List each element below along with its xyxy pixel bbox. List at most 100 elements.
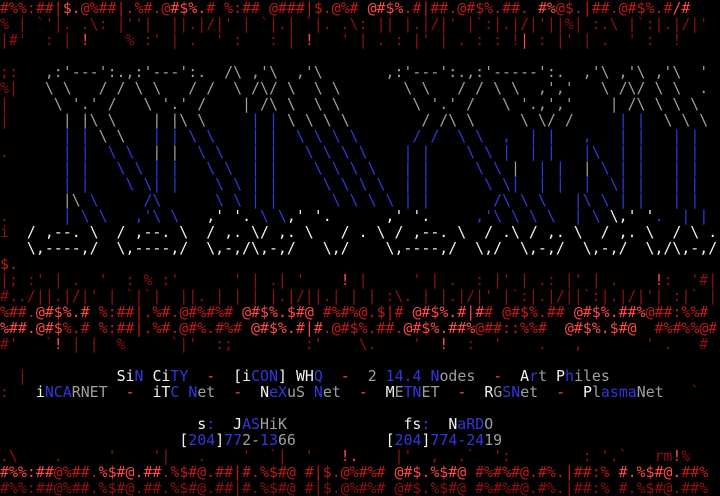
ansi-run: %.# %:##|.%#.@#%.#%# <box>62 319 252 337</box>
ansi-row: % | `'|. .\: |''| ||.|/|' | `|.| `|. .\:… <box>0 16 720 32</box>
ansi-row: s: JASHiK fs: NaRDO <box>0 416 720 432</box>
ansi-run: | | <box>519 159 583 177</box>
ansi-run: | | <box>0 127 99 145</box>
ansi-run: : <box>421 415 431 433</box>
ansi-run: ' | . : |' | . : : ! <box>313 31 520 49</box>
ansi-run: i <box>0 223 9 241</box>
ansi-run: A <box>520 367 530 385</box>
ansi-run: #%#%#@.#%.|##:% <box>475 463 619 481</box>
ansi-run: % | `'|. .\: |''| ||.|/|' | `|.| `|. .\:… <box>0 15 718 33</box>
ansi-run: ,'\ \ \ \ | \ <box>430 207 610 225</box>
ansi-run: \ /\ \ \ | | \ \ \ \ | | /\ \ \ |\ \ | |… <box>89 191 718 209</box>
ansi-run: .@#$%.##. <box>322 319 404 337</box>
ansi-run: NCA <box>44 383 72 401</box>
ansi-row: . | | \ \ | | \ \ | | \ \ \ \ | | \ \ | … <box>0 144 720 160</box>
ansi-run: | \ \ ,'\ \ <box>8 207 207 225</box>
ansi-run: 77 <box>224 431 243 449</box>
ansi-run: \ \ | | \ \ \ \ | | \ \ | | | |\ | | | | <box>179 143 718 161</box>
ansi-run: ` <box>690 383 700 401</box>
ansi-row <box>0 48 720 64</box>
ansi-run: $. <box>62 0 81 17</box>
ansi-row: [204]772-1366 [204]774-2419 <box>0 432 720 448</box>
ansi-run: |' , .` ': : '.` rm <box>358 447 673 465</box>
ansi-run: @##:%%# <box>645 303 718 321</box>
ansi-run: ,' '. <box>385 207 431 225</box>
ansi-run: \ \ \ <box>645 111 718 129</box>
ansi-run: HiK <box>260 415 287 433</box>
ansi-row: #../||.|/|' | `|`| ||. | | | |.|/||.| | … <box>0 288 720 304</box>
ansi-run: N <box>448 415 458 433</box>
ansi-run: TN <box>403 383 422 401</box>
ansi-run: Net <box>636 383 664 401</box>
ansi-run: WH <box>295 367 314 385</box>
ansi-run: ! <box>80 31 90 49</box>
ansi-row: ;: ,:'---':.,:'---':. /\ ,'\ ,'\ ,:'---'… <box>0 64 720 80</box>
ansi-row: i / ,--. \ / ,--. \ / ,. \/ ,. \ / . \ /… <box>0 224 720 240</box>
ansi-run: #%#%%@# <box>636 319 718 337</box>
ansi-run: [i <box>233 367 252 385</box>
ansi-run: 774-24 <box>430 431 485 449</box>
ansi-run: l <box>591 383 601 401</box>
ansi-run: TY <box>170 367 189 385</box>
ansi-run: N <box>430 367 440 385</box>
ansi-run: | |\ \ | |\ \ <box>8 111 252 129</box>
ansi-run: M <box>385 383 395 401</box>
ansi-run: \ '.' / \ '.' / | /\ \ \ \ \ '.' / \ '.,… <box>8 95 718 113</box>
ansi-row <box>0 352 720 368</box>
ansi-run: ##% <box>681 463 718 481</box>
ansi-run: ;: <box>0 63 18 81</box>
ansi-run: .%$#@.##|#.%$#@ #|$.@%#%# <box>161 463 395 481</box>
ansi-run: - <box>206 367 216 385</box>
ansi-run: [ <box>385 431 395 449</box>
ansi-row: | | \ \| | \ \ | | \ \ \ \ | | \ \| | | … <box>0 176 720 192</box>
ansi-run: | | \ \| | \ \ | | \ \ \ \ | | \ \| | | … <box>0 175 718 193</box>
ansi-run: aRD <box>457 415 485 433</box>
ansi-run: - <box>125 383 135 401</box>
ansi-row: #%%:##@%##.%$#@.##.%$#@.##|#.%$#@ #|$.@%… <box>0 464 720 480</box>
ansi-run: ET <box>421 383 440 401</box>
ansi-run: !. <box>340 447 359 465</box>
ansi-run: ] <box>215 431 225 449</box>
ansi-row: #%%:##|$.@%##|.%#.@#$%.# %:## @###|$.@%#… <box>0 0 720 16</box>
ansi-run: @#$%.$#@ <box>564 319 637 337</box>
ansi-run: | <box>17 367 27 385</box>
ansi-run: ! <box>304 31 314 49</box>
ansi-row: %| \ \ / / \ \ / / \ /\/ \ \ \ \ \ / / \… <box>0 80 720 96</box>
ansi-run: - <box>493 367 503 385</box>
ansi-run: \ \ <box>98 127 126 145</box>
ansi-run: \ | | | | <box>600 159 718 177</box>
ansi-row: : iNCARNET - iTC Net - NeXuS Net - METNE… <box>0 384 720 400</box>
ansi-run: @#$%.#|# <box>412 303 485 321</box>
ansi-run: %$#@.## <box>98 463 162 481</box>
ansi-run: SN <box>502 383 521 401</box>
ansi-run: iles <box>573 367 610 385</box>
ansi-run: et <box>520 383 539 401</box>
ansi-run: iT <box>152 383 171 401</box>
ansi-row: $. <box>0 256 720 272</box>
ansi-run: Si <box>116 367 135 385</box>
ansi-run: #%%:## <box>0 463 54 481</box>
ansi-run: - <box>233 383 243 401</box>
ansi-run: et <box>197 383 216 401</box>
ansi-run: | <box>511 159 520 177</box>
ansi-run: Q <box>313 367 323 385</box>
ansi-run: 2 <box>367 367 377 385</box>
ansi-run: ! <box>672 447 682 465</box>
ansi-run: %:##|.%#.@#%#%# <box>89 303 243 321</box>
ansi-row: #' `! | | % `|' :; :' \. ' ! : ' . , ' .… <box>0 336 720 352</box>
ansi-run: et <box>322 383 341 401</box>
ansi-run: 13 <box>260 431 278 449</box>
ansi-run: 19 <box>484 431 503 449</box>
ansi-run: % :' | . ' : : | <box>89 31 305 49</box>
ansi-row: %##.@#$%.# %:##|.%#.@#%.#%# @#$%.#|#.@#$… <box>0 320 720 336</box>
ansi-run: R <box>484 383 494 401</box>
ansi-run: #% <box>537 0 556 17</box>
ansi-run: | | % `|' :; :' \. ' <box>62 335 440 353</box>
ansi-row: .\ . ' '| . ' `| ' !. |' , .` ': : '.` r… <box>0 448 720 464</box>
ansi-run: %##. <box>0 303 36 321</box>
ansi-run: @$.|##.@#$%.# <box>555 0 673 17</box>
ansi-run: RNET <box>71 383 108 401</box>
ansi-run: \ \ <box>251 207 287 225</box>
ansi-run: | <box>520 31 529 49</box>
